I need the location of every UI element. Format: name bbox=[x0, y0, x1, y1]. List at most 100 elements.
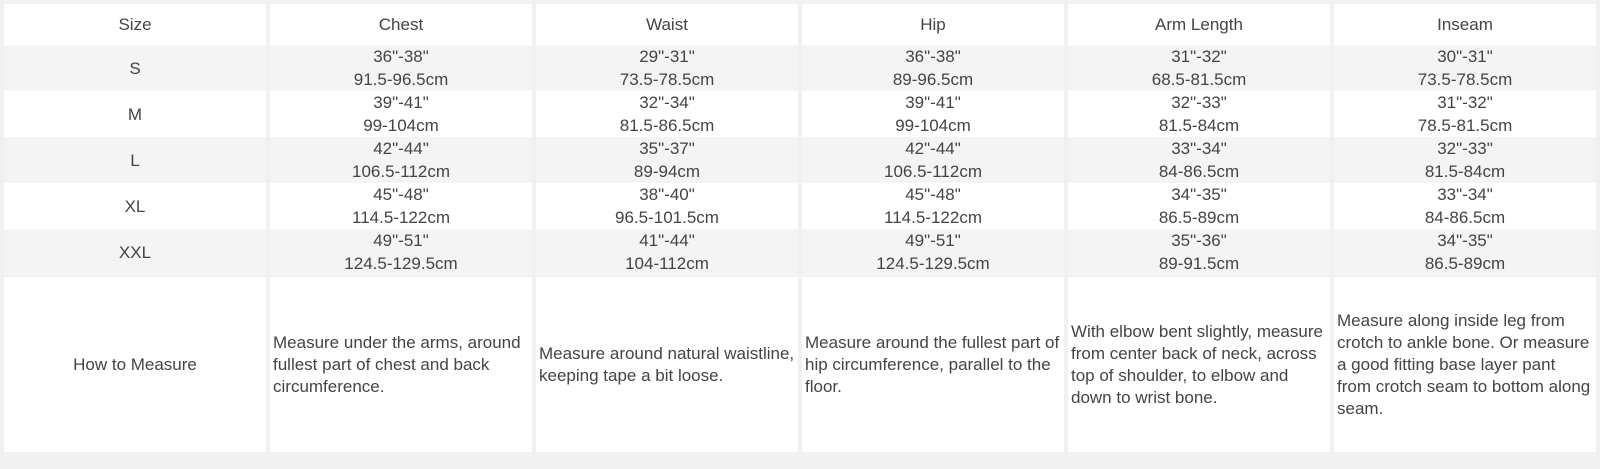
inches-value: 42"-44" bbox=[373, 139, 429, 158]
cm-value: 73.5-78.5cm bbox=[619, 70, 715, 89]
cm-value: 68.5-81.5cm bbox=[1151, 70, 1247, 89]
measurement-cell: 36"-38" 91.5-96.5cm bbox=[270, 45, 532, 91]
cm-value: 124.5-129.5cm bbox=[344, 254, 458, 273]
measurement-cell: 32"-33" 81.5-84cm bbox=[1334, 137, 1596, 183]
inches-value: 35"-37" bbox=[639, 139, 695, 158]
header-arm-length: Arm Length bbox=[1068, 4, 1330, 45]
measurement-cell: 32"-34" 81.5-86.5cm bbox=[536, 91, 798, 137]
measurement-cell: 33"-34" 84-86.5cm bbox=[1334, 183, 1596, 229]
measurement-cell: 31"-32" 78.5-81.5cm bbox=[1334, 91, 1596, 137]
size-cell: XL bbox=[4, 183, 266, 229]
measurement-cell: 34"-35" 86.5-89cm bbox=[1068, 183, 1330, 229]
inches-value: 34"-35" bbox=[1171, 185, 1227, 204]
inches-value: 39"-41" bbox=[905, 93, 961, 112]
header-hip: Hip bbox=[802, 4, 1064, 45]
cm-value: 106.5-112cm bbox=[352, 162, 450, 181]
how-to-measure-text: Measure around natural waistline, keepin… bbox=[536, 277, 798, 452]
measurement-cell: 45"-48" 114.5-122cm bbox=[802, 183, 1064, 229]
measurement-cell: 30"-31" 73.5-78.5cm bbox=[1334, 45, 1596, 91]
inches-value: 31"-32" bbox=[1171, 47, 1227, 66]
measurement-cell: 45"-48" 114.5-122cm bbox=[270, 183, 532, 229]
measurement-cell: 34"-35" 86.5-89cm bbox=[1334, 229, 1596, 275]
inches-value: 42"-44" bbox=[905, 139, 961, 158]
measurement-cell: 42"-44" 106.5-112cm bbox=[270, 137, 532, 183]
cm-value: 89-96.5cm bbox=[892, 70, 974, 89]
inches-value: 32"-34" bbox=[639, 93, 695, 112]
how-to-measure-row: How to Measure Measure under the arms, ar… bbox=[4, 277, 1596, 452]
measurement-cell: 49"-51" 124.5-129.5cm bbox=[802, 229, 1064, 275]
measurement-cell: 31"-32" 68.5-81.5cm bbox=[1068, 45, 1330, 91]
cm-value: 91.5-96.5cm bbox=[353, 70, 449, 89]
measurement-cell: 32"-33" 81.5-84cm bbox=[1068, 91, 1330, 137]
inches-value: 33"-34" bbox=[1171, 139, 1227, 158]
measurement-cell: 41"-44" 104-112cm bbox=[536, 229, 798, 275]
inches-value: 39"-41" bbox=[373, 93, 429, 112]
inches-value: 38"-40" bbox=[639, 185, 695, 204]
header-waist: Waist bbox=[536, 4, 798, 45]
size-chart-table: Size Chest Waist Hip Arm Length Inseam S… bbox=[0, 4, 1600, 452]
measurement-cell: 36"-38" 89-96.5cm bbox=[802, 45, 1064, 91]
cm-value: 84-86.5cm bbox=[1158, 162, 1240, 181]
inches-value: 49"-51" bbox=[373, 231, 429, 250]
how-to-measure-text: Measure along inside leg from crotch to … bbox=[1334, 277, 1596, 452]
inches-value: 32"-33" bbox=[1437, 139, 1493, 158]
cm-value: 89-91.5cm bbox=[1158, 254, 1240, 273]
header-chest: Chest bbox=[270, 4, 532, 45]
inches-value: 35"-36" bbox=[1171, 231, 1227, 250]
header-size: Size bbox=[4, 4, 266, 45]
cm-value: 104-112cm bbox=[625, 254, 709, 273]
inches-value: 32"-33" bbox=[1171, 93, 1227, 112]
measurement-cell: 42"-44" 106.5-112cm bbox=[802, 137, 1064, 183]
cm-value: 73.5-78.5cm bbox=[1417, 70, 1513, 89]
inches-value: 49"-51" bbox=[905, 231, 961, 250]
size-cell: M bbox=[4, 91, 266, 137]
cm-value: 114.5-122cm bbox=[884, 208, 982, 227]
cm-value: 81.5-86.5cm bbox=[619, 116, 715, 135]
cm-value: 124.5-129.5cm bbox=[876, 254, 990, 273]
cm-value: 106.5-112cm bbox=[884, 162, 982, 181]
header-inseam: Inseam bbox=[1334, 4, 1596, 45]
inches-value: 45"-48" bbox=[373, 185, 429, 204]
inches-value: 41"-44" bbox=[639, 231, 695, 250]
size-cell: S bbox=[4, 45, 266, 91]
cm-value: 84-86.5cm bbox=[1424, 208, 1506, 227]
cm-value: 78.5-81.5cm bbox=[1417, 116, 1513, 135]
size-cell: L bbox=[4, 137, 266, 183]
inches-value: 36"-38" bbox=[905, 47, 961, 66]
cm-value: 86.5-89cm bbox=[1158, 208, 1240, 227]
how-to-measure-label: How to Measure bbox=[4, 277, 266, 452]
measurement-cell: 35"-36" 89-91.5cm bbox=[1068, 229, 1330, 275]
measurement-cell: 39"-41" 99-104cm bbox=[270, 91, 532, 137]
measurement-cell: 29"-31" 73.5-78.5cm bbox=[536, 45, 798, 91]
cm-value: 86.5-89cm bbox=[1424, 254, 1506, 273]
measurement-cell: 38"-40" 96.5-101.5cm bbox=[536, 183, 798, 229]
inches-value: 45"-48" bbox=[905, 185, 961, 204]
measurement-cell: 49"-51" 124.5-129.5cm bbox=[270, 229, 532, 275]
measurement-cell: 35"-37" 89-94cm bbox=[536, 137, 798, 183]
table-row: XXL 49"-51" 124.5-129.5cm 41"-44" 104-112cm 4… bbox=[4, 229, 1596, 275]
measurement-cell: 33"-34" 84-86.5cm bbox=[1068, 137, 1330, 183]
inches-value: 33"-34" bbox=[1437, 185, 1493, 204]
cm-value: 114.5-122cm bbox=[352, 208, 450, 227]
table-row: XL 45"-48" 114.5-122cm 38"-40" 96.5-101.5cm 4… bbox=[4, 183, 1596, 229]
table-row: M 39"-41" 99-104cm 32"-34" 81.5-86.5cm 39"-41… bbox=[4, 91, 1596, 137]
inches-value: 34"-35" bbox=[1437, 231, 1493, 250]
cm-value: 96.5-101.5cm bbox=[615, 208, 719, 227]
how-to-measure-text: With elbow bent slightly, measure from c… bbox=[1068, 277, 1330, 452]
header-row: Size Chest Waist Hip Arm Length Inseam bbox=[4, 4, 1596, 45]
cm-value: 99-104cm bbox=[363, 116, 439, 135]
cm-value: 89-94cm bbox=[633, 162, 701, 181]
inches-value: 29"-31" bbox=[639, 47, 695, 66]
inches-value: 36"-38" bbox=[373, 47, 429, 66]
how-to-measure-text: Measure around the fullest part of hip c… bbox=[802, 277, 1064, 452]
size-cell: XXL bbox=[4, 229, 266, 275]
inches-value: 30"-31" bbox=[1437, 47, 1493, 66]
cm-value: 99-104cm bbox=[895, 116, 971, 135]
table-row: L 42"-44" 106.5-112cm 35"-37" 89-94cm 42"-44"… bbox=[4, 137, 1596, 183]
table-row: S 36"-38" 91.5-96.5cm 29"-31" 73.5-78.5cm 36"… bbox=[4, 45, 1596, 91]
cm-value: 81.5-84cm bbox=[1424, 162, 1506, 181]
how-to-measure-text: Measure under the arms, around fullest p… bbox=[270, 277, 532, 452]
inches-value: 31"-32" bbox=[1437, 93, 1493, 112]
measurement-cell: 39"-41" 99-104cm bbox=[802, 91, 1064, 137]
cm-value: 81.5-84cm bbox=[1158, 116, 1240, 135]
